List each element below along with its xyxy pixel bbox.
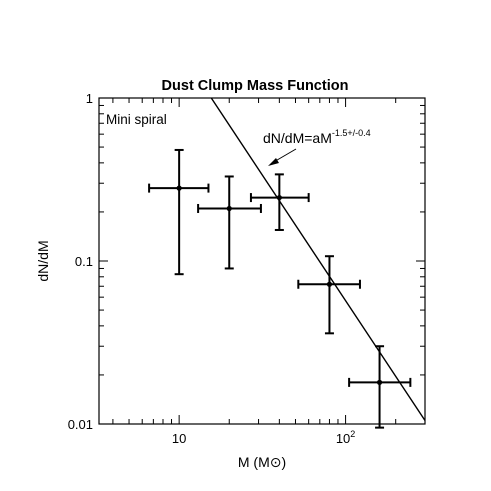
x-tick-label: 102: [336, 429, 355, 446]
axis-ticks: [99, 97, 426, 425]
data-point: [348, 345, 412, 429]
data-marker: [226, 205, 232, 212]
plot-frame: [98, 97, 426, 425]
data-marker: [276, 194, 282, 201]
annotation-arrowhead: [268, 158, 279, 166]
data-marker: [326, 281, 333, 287]
fit-line-group: [210, 97, 426, 421]
data-point: [249, 173, 310, 231]
y-axis-label: dN/dM: [35, 240, 51, 281]
y-tick-label: 0.01: [68, 417, 93, 432]
data-points: [148, 148, 412, 429]
fit-formula-base: dN/dM=aM: [263, 130, 332, 146]
data-point: [297, 255, 361, 335]
y-tick-label: 1: [86, 91, 93, 106]
fit-annotation: dN/dM=aM-1.5+/-0.4: [263, 128, 371, 166]
fit-formula-exponent: -1.5+/-0.4: [332, 128, 371, 138]
data-point: [148, 148, 210, 276]
fit-formula: dN/dM=aM-1.5+/-0.4: [263, 128, 371, 146]
x-tick-label: 10: [172, 431, 186, 446]
data-marker: [376, 379, 383, 385]
panel-label: Mini spiral: [106, 112, 167, 127]
chart-title: Dust Clump Mass Function: [162, 78, 349, 94]
fit-line: [210, 97, 426, 421]
data-marker: [176, 185, 182, 191]
x-axis-label: M (M⊙): [238, 454, 286, 470]
y-tick-label: 0.1: [75, 254, 93, 269]
axis-tick-labels: 10 102 0.01 0.1 1: [68, 91, 356, 446]
data-point: [197, 175, 262, 270]
